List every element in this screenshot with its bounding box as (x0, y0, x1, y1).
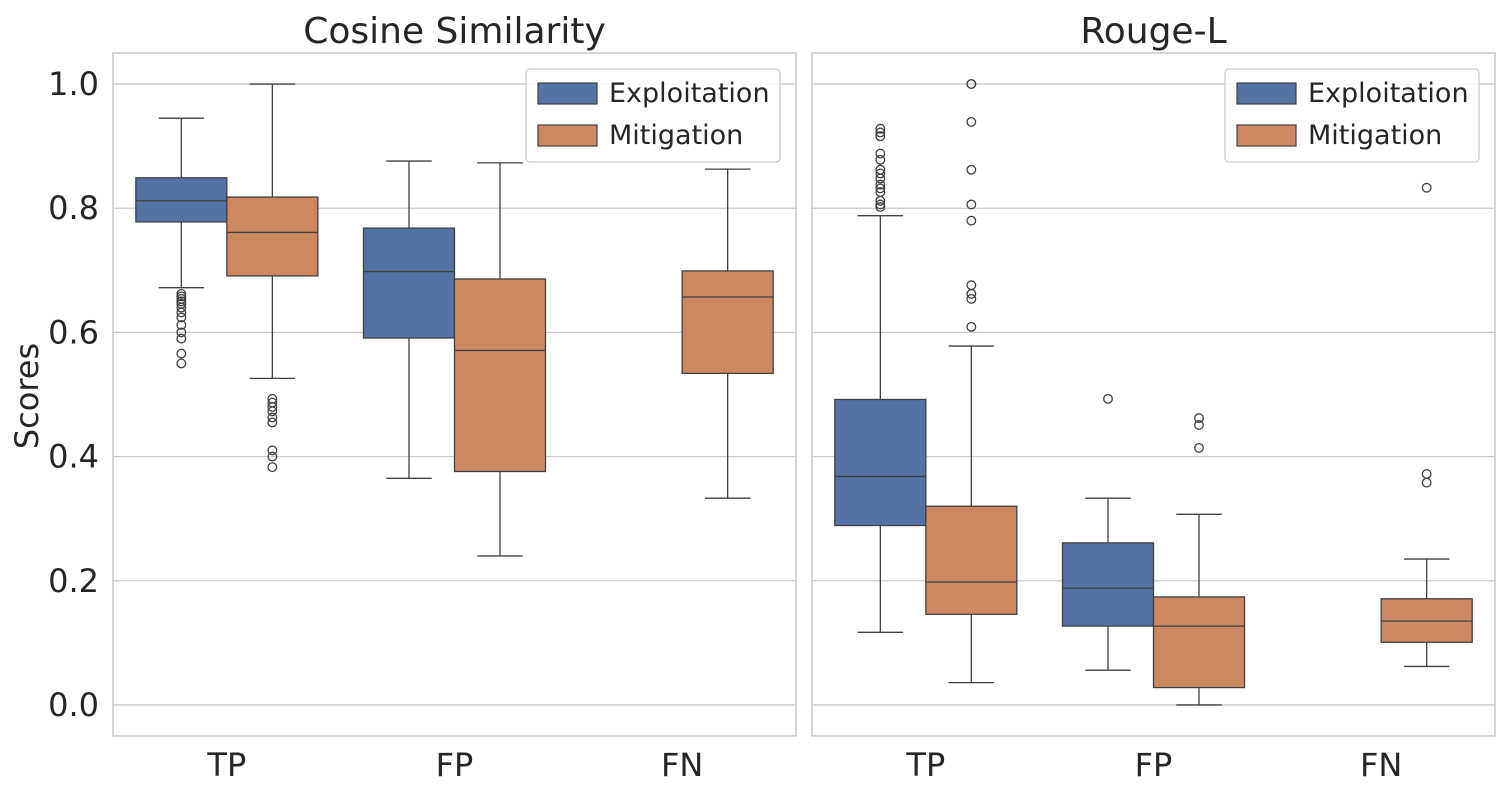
outlier-point (176, 348, 187, 359)
outlier-point (875, 179, 886, 190)
panel-frame (112, 52, 797, 737)
outlier-point (176, 296, 187, 307)
x-tick-label: TP (206, 746, 246, 784)
legend-label: Exploitation (1308, 78, 1469, 109)
iqr-box (226, 196, 319, 277)
y-axis-label: Scores (8, 343, 46, 449)
outlier-point (966, 288, 977, 299)
outlier-point (875, 173, 886, 184)
legend-swatch (1236, 82, 1297, 105)
outlier-point (966, 293, 977, 304)
outlier-point (875, 154, 886, 165)
outlier-point (875, 168, 886, 179)
x-tick-label: FP (436, 746, 474, 784)
outlier-point (176, 320, 187, 330)
outlier-point (176, 302, 187, 313)
outlier-point (875, 195, 886, 206)
panel-frame (811, 52, 1496, 737)
outlier-point (875, 202, 886, 212)
outlier-point (176, 307, 187, 318)
outlier-point (966, 280, 977, 291)
x-tick-label: FN (661, 746, 703, 784)
legend-swatch (537, 124, 598, 147)
outlier-point (176, 358, 187, 369)
y-tick-label: 1.0 (48, 65, 99, 103)
legend-label: Exploitation (609, 78, 770, 109)
iqr-box (681, 270, 774, 375)
y-tick-label: 0.0 (48, 686, 99, 724)
outlier-point (176, 333, 187, 344)
outlier-point (267, 417, 278, 428)
box-fp-mitigation (1152, 413, 1246, 706)
outlier-point (966, 199, 977, 210)
outlier-point (267, 445, 278, 456)
outlier-point (176, 327, 187, 338)
outlier-point (1103, 393, 1113, 404)
outlier-point (176, 288, 187, 299)
iqr-box (362, 227, 456, 339)
legend-label: Mitigation (1308, 120, 1442, 151)
y-tick-label: 0.6 (48, 313, 99, 351)
box-tp-exploitation (135, 117, 228, 369)
iqr-box (1152, 596, 1246, 689)
box-tp-exploitation (834, 123, 927, 633)
legend-label: Mitigation (609, 120, 743, 151)
outlier-point (966, 321, 977, 332)
iqr-box (834, 398, 927, 527)
outlier-point (176, 312, 187, 323)
legend: Exploitation Mitigation (525, 68, 781, 163)
legend: Exploitation Mitigation (1224, 68, 1480, 163)
outlier-point (966, 215, 977, 226)
iqr-box (925, 505, 1018, 615)
outlier-point (1421, 469, 1432, 479)
box-tp-mitigation (925, 79, 1018, 684)
box-fn-mitigation (681, 168, 774, 499)
outlier-point (966, 79, 977, 89)
outlier-point (1421, 182, 1432, 193)
x-tick-label: FN (1360, 746, 1402, 784)
outlier-point (1194, 419, 1204, 430)
outlier-point (267, 401, 278, 412)
y-tick-label: 0.4 (48, 438, 99, 476)
panel-title: Rouge-L (1080, 11, 1226, 52)
outlier-point (1194, 442, 1204, 453)
outlier-point (875, 199, 886, 210)
outlier-point (875, 183, 886, 194)
panel-1: 0.0 0.2 0.4 0.6 0.8 1.0 Cosine Similarity TP FP F… (48, 11, 797, 784)
iqr-box (453, 278, 547, 473)
box-fp-exploitation (1061, 393, 1155, 671)
outlier-point (966, 164, 977, 175)
outlier-point (1421, 477, 1432, 488)
outlier-point (176, 291, 187, 302)
outlier-point (267, 451, 278, 462)
outlier-point (875, 131, 886, 142)
outlier-point (267, 412, 278, 423)
outlier-point (875, 148, 886, 159)
outlier-point (1194, 413, 1204, 424)
box-fp-mitigation (453, 162, 547, 557)
panel-2: Rouge-L TP FP FN Exploitation Mitigation (811, 11, 1496, 784)
outlier-point (966, 116, 977, 127)
y-tick-label: 0.8 (48, 189, 99, 227)
legend-swatch (537, 82, 598, 105)
x-tick-label: TP (905, 746, 945, 784)
outlier-point (267, 462, 278, 473)
x-tick-label: FP (1135, 746, 1173, 784)
outlier-point (875, 123, 886, 134)
box-fn-mitigation (1380, 182, 1473, 668)
y-tick-label: 0.2 (48, 562, 99, 600)
box-tp-mitigation (226, 83, 319, 473)
iqr-box (1061, 542, 1155, 627)
iqr-box (135, 177, 228, 223)
legend-swatch (1236, 124, 1297, 147)
outlier-point (267, 406, 278, 417)
panel-title: Cosine Similarity (303, 11, 606, 52)
outlier-point (875, 127, 886, 138)
